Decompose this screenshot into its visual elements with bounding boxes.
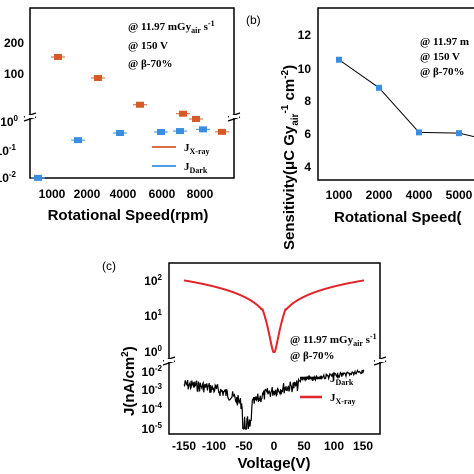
panel-c-xtick-m50: -50 [235, 439, 253, 453]
panel-c-xtick-50: 50 [297, 439, 311, 453]
panel-a: 200 100 100 10-1 10-2 1000 2000 4000 600… [0, 7, 241, 224]
panel-a-axis-break [23, 112, 241, 122]
panel-c-label: (c) [102, 259, 116, 273]
panel-a-marks [31, 53, 229, 181]
panel-c-frame [168, 262, 381, 435]
panel-a-dark-point [176, 128, 184, 135]
panel-c-ytick-1e0: 100 [144, 344, 162, 359]
panel-c-ytick-1e-3: 10-3 [142, 382, 163, 397]
panel-a-annotation-dose: @ 11.97 mGyair s-1 [128, 19, 215, 35]
panel-a-xray-point [54, 53, 62, 60]
panel-c-legend-dark-label: JDark [330, 373, 354, 387]
panel-b-label: (b) [246, 13, 261, 27]
panel-b-frame [317, 7, 474, 181]
panel-a-ytick-1e-2: 10-2 [0, 170, 17, 185]
panel-a-dark-point [74, 137, 82, 144]
panel-c-annotation-dose: @ 11.97 mGyair s-1 [290, 332, 377, 348]
panel-b-ytick-4: 4 [304, 160, 311, 174]
panel-a-dark-point [157, 128, 165, 135]
panel-b-ytick-12: 12 [298, 28, 312, 42]
panel-c-xray-curve [183, 279, 365, 353]
panel-c-xtick-m150: -150 [172, 439, 196, 453]
panel-c-ytick-1e-4: 10-4 [142, 401, 163, 416]
panel-b-annotation-phase: @ β-70% [420, 66, 464, 78]
panel-a-annotation-voltage: @ 150 V [128, 40, 168, 52]
panel-c-xtick-m100: -100 [202, 439, 226, 453]
panel-a-xtick-4000: 4000 [110, 187, 137, 201]
panel-b-xlabel: Rotational Speed( [334, 209, 462, 226]
panel-a-dark-point [116, 130, 124, 137]
panel-a-ytick-1e0: 100 [0, 114, 18, 129]
panel-a-xray-point [94, 75, 102, 81]
panel-a-ytick-100: 100 [4, 67, 24, 81]
panel-a-xtick-2000: 2000 [74, 187, 101, 201]
panel-a-legend-dark-label: JDark [184, 161, 208, 175]
panel-c-annotation-phase: @ β-70% [290, 350, 334, 362]
panel-c-xtick-150: 150 [353, 439, 373, 453]
panel-a-xray-point [179, 110, 187, 117]
panel-a-xtick-1000: 1000 [39, 187, 66, 201]
panel-b-point [456, 130, 462, 137]
panel-c-legend-xray-label: JX-ray [330, 392, 356, 406]
panel-b-ytick-6: 6 [304, 127, 311, 141]
panel-a-annotation-phase: @ β-70% [128, 58, 172, 70]
panel-a-ytick-1e-1: 10-1 [0, 143, 17, 158]
panel-c-xtick-100: 100 [324, 439, 344, 453]
panel-c-dark-curve [183, 369, 365, 430]
panel-a-legend-xray-label: JX-ray [184, 142, 210, 156]
panel-b-point [416, 129, 422, 136]
panel-a-ytick-200: 200 [4, 36, 24, 50]
panel-c-xtick-0: 0 [271, 439, 278, 453]
panel-b-ytick-10: 10 [298, 62, 312, 76]
panel-c-marks [183, 279, 365, 430]
panel-c-ytick-1e2: 102 [144, 273, 162, 288]
panel-a-legend: JX-ray JDark [152, 142, 210, 175]
panel-c: (c) 102 101 100 10-2 10-3 10-4 10-5 -150… [102, 259, 387, 472]
panel-b-annotation-dose: @ 11.97 m [420, 36, 469, 48]
panel-a-dark-point [34, 174, 42, 181]
panel-a-xlabel: Rotational Speed(rpm) [48, 207, 209, 224]
panel-b-annotation-voltage: @ 150 V [420, 51, 460, 63]
panel-b-ytick-8: 8 [304, 94, 311, 108]
panel-c-axis-break [162, 356, 387, 366]
panel-b-xtick-5000: 5000 [446, 188, 473, 202]
panel-b-ylabel: Sensitivity(μC Gyair-1 cm-2) [280, 65, 301, 250]
panel-b-marks [336, 56, 474, 138]
panel-c-ytick-1e1: 101 [144, 308, 162, 323]
panel-b: (b) 12 10 8 6 4 1000 2000 4000 5000 Rota… [246, 7, 474, 250]
panel-a-xray-point [136, 101, 144, 108]
panel-b-xtick-1000: 1000 [326, 188, 353, 202]
panel-b-xtick-4000: 4000 [406, 188, 433, 202]
panel-a-xtick-6000: 6000 [149, 187, 176, 201]
panel-c-ytick-1e-2: 10-2 [142, 364, 163, 379]
panel-c-ylabel: J(nA/cm2) [120, 346, 138, 416]
panel-c-xlabel: Voltage(V) [237, 455, 310, 472]
panel-a-xtick-8000: 8000 [187, 187, 214, 201]
panel-b-xtick-2000: 2000 [366, 188, 393, 202]
panel-a-xray-point [218, 128, 226, 135]
panel-a-dark-point [199, 126, 207, 133]
panel-b-point [336, 56, 342, 63]
panel-a-xray-point [192, 115, 200, 122]
panel-b-point [376, 84, 382, 91]
panel-c-ytick-1e-5: 10-5 [142, 421, 163, 436]
panel-a-frame [29, 7, 235, 179]
